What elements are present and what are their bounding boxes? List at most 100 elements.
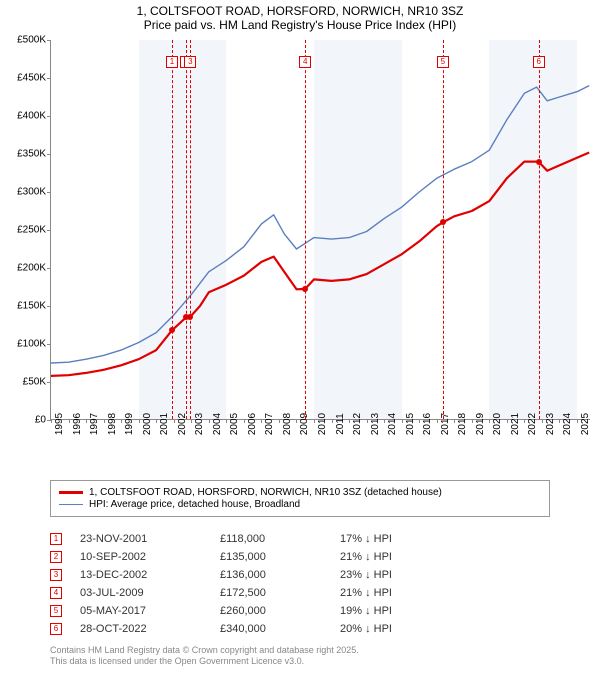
- table-row: 628-OCT-2022£340,00020% ↓ HPI: [50, 620, 440, 638]
- series-property: [51, 153, 589, 376]
- footer-line-1: Contains HM Land Registry data © Crown c…: [50, 645, 359, 656]
- table-row: 313-DEC-2002£136,00023% ↓ HPI: [50, 566, 440, 584]
- x-axis-label: 2020: [492, 413, 503, 435]
- x-axis-label: 2004: [212, 413, 223, 435]
- x-axis-label: 2023: [545, 413, 556, 435]
- x-tick: [524, 419, 525, 423]
- sale-marker-box: 6: [533, 56, 545, 68]
- x-tick: [261, 419, 262, 423]
- y-tick: [47, 344, 51, 345]
- sale-marker-box: 3: [184, 56, 196, 68]
- sales-table: 123-NOV-2001£118,00017% ↓ HPI210-SEP-200…: [50, 530, 440, 638]
- y-axis-label: £200K: [0, 263, 46, 274]
- y-tick: [47, 40, 51, 41]
- line-series: [51, 40, 591, 420]
- x-axis-label: 2014: [387, 413, 398, 435]
- x-axis-label: 2001: [159, 413, 170, 435]
- table-row: 123-NOV-2001£118,00017% ↓ HPI: [50, 530, 440, 548]
- x-tick: [437, 419, 438, 423]
- y-axis-label: £450K: [0, 73, 46, 84]
- x-tick: [279, 419, 280, 423]
- sale-price: £340,000: [220, 623, 340, 635]
- x-axis-label: 2007: [264, 413, 275, 435]
- x-tick: [542, 419, 543, 423]
- x-axis-label: 1995: [54, 413, 65, 435]
- y-axis-label: £500K: [0, 35, 46, 46]
- y-tick: [47, 78, 51, 79]
- x-tick: [472, 419, 473, 423]
- x-axis-label: 2015: [405, 413, 416, 435]
- x-tick: [559, 419, 560, 423]
- y-axis-label: £400K: [0, 111, 46, 122]
- sale-pct-vs-hpi: 19% ↓ HPI: [340, 605, 440, 617]
- legend-swatch: [59, 491, 83, 493]
- sale-index-box: 3: [50, 569, 62, 581]
- table-row: 5 05-MAY-2017£260,00019% ↓ HPI: [50, 602, 440, 620]
- sale-price: £135,000: [220, 551, 340, 563]
- x-axis-label: 1997: [89, 413, 100, 435]
- series-hpi: [51, 86, 589, 363]
- y-tick: [47, 116, 51, 117]
- x-axis-label: 2016: [422, 413, 433, 435]
- y-tick: [47, 306, 51, 307]
- x-tick: [191, 419, 192, 423]
- x-axis-label: 2021: [510, 413, 521, 435]
- x-axis-label: 2024: [562, 413, 573, 435]
- sale-date: 13-DEC-2002: [80, 569, 220, 581]
- sale-date: 28-OCT-2022: [80, 623, 220, 635]
- x-tick: [454, 419, 455, 423]
- x-axis-label: 2008: [282, 413, 293, 435]
- x-axis-label: 2017: [440, 413, 451, 435]
- sale-date: 03-JUL-2009: [80, 587, 220, 599]
- sale-marker-line: [305, 40, 306, 419]
- x-axis-label: 2010: [317, 413, 328, 435]
- x-tick: [402, 419, 403, 423]
- y-axis-label: £100K: [0, 339, 46, 350]
- sale-price: £118,000: [220, 533, 340, 545]
- sale-date: 05-MAY-2017: [80, 605, 220, 617]
- x-axis-label: 2013: [370, 413, 381, 435]
- x-axis-label: 2006: [247, 413, 258, 435]
- x-tick: [104, 419, 105, 423]
- x-axis-label: 1998: [107, 413, 118, 435]
- x-tick: [209, 419, 210, 423]
- chart-area: £0£50K£100K£150K£200K£250K£300K£350K£400…: [50, 40, 590, 420]
- sale-index-box: 2: [50, 551, 62, 563]
- y-axis-label: £150K: [0, 301, 46, 312]
- sale-marker-line: [172, 40, 173, 419]
- x-axis-label: 2022: [527, 413, 538, 435]
- sale-price: £136,000: [220, 569, 340, 581]
- x-axis-label: 2012: [352, 413, 363, 435]
- sale-pct-vs-hpi: 20% ↓ HPI: [340, 623, 440, 635]
- plot-region: £0£50K£100K£150K£200K£250K£300K£350K£400…: [50, 40, 590, 420]
- x-tick: [139, 419, 140, 423]
- x-tick: [174, 419, 175, 423]
- legend-label: 1, COLTSFOOT ROAD, HORSFORD, NORWICH, NR…: [89, 487, 442, 498]
- y-axis-label: £50K: [0, 377, 46, 388]
- sale-pct-vs-hpi: 17% ↓ HPI: [340, 533, 440, 545]
- sale-marker-dot: [302, 286, 308, 292]
- x-tick: [244, 419, 245, 423]
- x-tick: [349, 419, 350, 423]
- x-tick: [507, 419, 508, 423]
- sale-date: 23-NOV-2001: [80, 533, 220, 545]
- x-axis-label: 2011: [335, 413, 346, 435]
- sale-price: £260,000: [220, 605, 340, 617]
- x-tick: [489, 419, 490, 423]
- x-tick: [86, 419, 87, 423]
- sale-price: £172,500: [220, 587, 340, 599]
- table-row: 210-SEP-2002£135,00021% ↓ HPI: [50, 548, 440, 566]
- sale-pct-vs-hpi: 21% ↓ HPI: [340, 587, 440, 599]
- x-tick: [156, 419, 157, 423]
- y-axis-label: £0: [0, 415, 46, 426]
- x-tick: [226, 419, 227, 423]
- y-axis-label: £250K: [0, 225, 46, 236]
- sale-marker-line: [190, 40, 191, 419]
- y-axis-label: £350K: [0, 149, 46, 160]
- sale-marker-dot: [187, 314, 193, 320]
- sale-index-box: 5: [50, 605, 62, 617]
- y-tick: [47, 230, 51, 231]
- sale-marker-dot: [536, 159, 542, 165]
- sale-marker-box: 4: [299, 56, 311, 68]
- y-tick: [47, 154, 51, 155]
